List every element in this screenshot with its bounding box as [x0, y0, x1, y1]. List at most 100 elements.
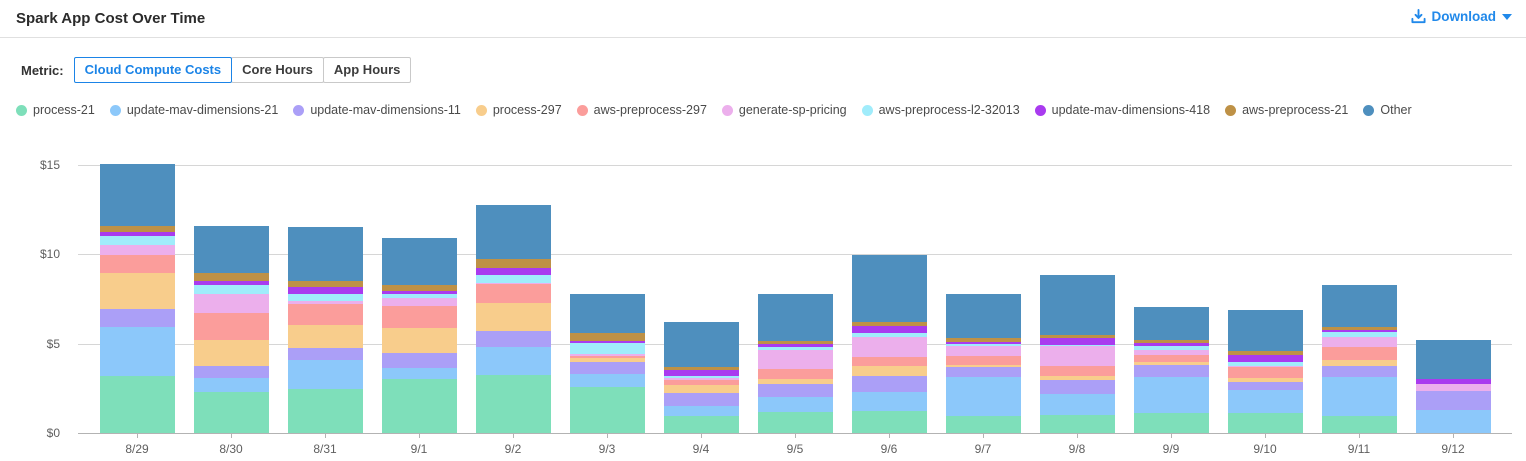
bar-9-10[interactable] [1227, 309, 1303, 433]
metric-option-cloud-compute-costs[interactable]: Cloud Compute Costs [73, 57, 233, 83]
bar-segment-update-mav-dimensions-21[interactable] [1227, 390, 1303, 413]
bar-segment-update-mav-dimensions-418[interactable] [287, 286, 363, 295]
bar-segment-update-mav-dimensions-11[interactable] [945, 366, 1021, 377]
bar-segment-aws-preprocess-297[interactable] [569, 355, 645, 358]
legend-item-update-mav-dimensions-418[interactable]: update-mav-dimensions-418 [1034, 103, 1210, 117]
bar-segment-update-mav-dimensions-418[interactable] [663, 369, 739, 376]
bar-segment-aws-preprocess-l2-32013[interactable] [99, 235, 175, 246]
bar-segment-generate-sp-pricing[interactable] [1133, 349, 1209, 355]
bar-segment-update-mav-dimensions-11[interactable] [381, 352, 457, 368]
bar-segment-process-297[interactable] [569, 357, 645, 363]
bar-segment-process-297[interactable] [1321, 359, 1397, 366]
bar-segment-aws-preprocess-l2-32013[interactable] [287, 294, 363, 301]
legend-item-update-mav-dimensions-21[interactable]: update-mav-dimensions-21 [109, 103, 278, 117]
bar-segment-aws-preprocess-l2-32013[interactable] [1039, 345, 1115, 347]
bar-segment-aws-preprocess-l2-32013[interactable] [475, 274, 551, 284]
bar-segment-process-21[interactable] [1321, 415, 1397, 433]
bar-segment-aws-preprocess-21[interactable] [1133, 340, 1209, 343]
bar-segment-aws-preprocess-l2-32013[interactable] [1321, 332, 1397, 337]
bar-segment-aws-preprocess-21[interactable] [475, 258, 551, 268]
bar-segment-update-mav-dimensions-418[interactable] [99, 231, 175, 236]
bar-segment-process-297[interactable] [193, 339, 269, 366]
bar-9-1[interactable] [381, 237, 457, 433]
bar-segment-aws-preprocess-21[interactable] [663, 366, 739, 370]
bar-segment-aws-preprocess-21[interactable] [193, 272, 269, 281]
legend-item-process-21[interactable]: process-21 [16, 103, 95, 117]
bar-segment-update-mav-dimensions-21[interactable] [287, 359, 363, 389]
bar-segment-update-mav-dimensions-11[interactable] [1415, 391, 1491, 411]
bar-segment-aws-preprocess-297[interactable] [1321, 346, 1397, 360]
bar-8-29[interactable] [99, 164, 175, 433]
bar-segment-process-297[interactable] [99, 272, 175, 309]
metric-option-app-hours[interactable]: App Hours [322, 57, 412, 83]
bar-9-3[interactable] [569, 294, 645, 433]
bar-segment-update-mav-dimensions-11[interactable] [1321, 365, 1397, 377]
bar-segment-process-297[interactable] [1039, 376, 1115, 381]
bar-segment-update-mav-dimensions-418[interactable] [569, 340, 645, 344]
legend-item-aws-preprocess-l2-32013[interactable]: aws-preprocess-l2-32013 [861, 103, 1020, 117]
bar-segment-process-297[interactable] [663, 384, 739, 393]
bar-segment-update-mav-dimensions-21[interactable] [663, 406, 739, 417]
bar-segment-process-21[interactable] [1039, 414, 1115, 433]
bar-segment-update-mav-dimensions-418[interactable] [851, 326, 927, 333]
bar-segment-aws-preprocess-297[interactable] [851, 356, 927, 366]
bar-segment-aws-preprocess-21[interactable] [1039, 334, 1115, 339]
bar-segment-generate-sp-pricing[interactable] [287, 300, 363, 305]
bar-segment-process-21[interactable] [99, 375, 175, 433]
bar-segment-update-mav-dimensions-11[interactable] [851, 375, 927, 393]
bar-segment-other[interactable] [1039, 275, 1115, 335]
bar-segment-update-mav-dimensions-21[interactable] [475, 346, 551, 375]
bar-segment-aws-preprocess-21[interactable] [1227, 351, 1303, 355]
bar-8-30[interactable] [193, 225, 269, 433]
legend-item-aws-preprocess-297[interactable]: aws-preprocess-297 [576, 103, 707, 117]
bar-segment-aws-preprocess-297[interactable] [1227, 366, 1303, 378]
bar-segment-aws-preprocess-297[interactable] [99, 255, 175, 273]
bar-segment-generate-sp-pricing[interactable] [1227, 365, 1303, 367]
bar-segment-update-mav-dimensions-11[interactable] [193, 365, 269, 378]
bar-segment-aws-preprocess-297[interactable] [381, 306, 457, 328]
bar-segment-update-mav-dimensions-21[interactable] [1321, 376, 1397, 416]
bar-segment-process-21[interactable] [287, 388, 363, 433]
bar-9-7[interactable] [945, 293, 1021, 433]
bar-segment-update-mav-dimensions-11[interactable] [1133, 364, 1209, 377]
bar-segment-update-mav-dimensions-21[interactable] [381, 367, 457, 379]
bar-segment-aws-preprocess-21[interactable] [945, 337, 1021, 342]
bar-8-31[interactable] [287, 227, 363, 433]
bar-9-2[interactable] [475, 204, 551, 433]
bar-segment-generate-sp-pricing[interactable] [193, 293, 269, 313]
bar-segment-aws-preprocess-l2-32013[interactable] [381, 293, 457, 298]
bar-segment-process-21[interactable] [569, 386, 645, 433]
bar-segment-process-297[interactable] [1133, 362, 1209, 365]
legend-item-update-mav-dimensions-11[interactable]: update-mav-dimensions-11 [293, 103, 461, 117]
bar-segment-update-mav-dimensions-11[interactable] [1039, 380, 1115, 394]
bar-segment-process-297[interactable] [475, 302, 551, 332]
bar-segment-update-mav-dimensions-11[interactable] [1227, 382, 1303, 391]
bar-segment-update-mav-dimensions-418[interactable] [475, 267, 551, 275]
bar-segment-aws-preprocess-297[interactable] [757, 368, 833, 379]
bar-segment-other[interactable] [945, 293, 1021, 338]
bar-9-5[interactable] [757, 293, 833, 433]
bar-9-12[interactable] [1415, 340, 1491, 433]
bar-segment-update-mav-dimensions-418[interactable] [193, 280, 269, 285]
bar-segment-update-mav-dimensions-418[interactable] [1415, 379, 1491, 384]
bar-segment-aws-preprocess-l2-32013[interactable] [1133, 346, 1209, 350]
bar-segment-update-mav-dimensions-418[interactable] [757, 344, 833, 347]
bar-segment-generate-sp-pricing[interactable] [1039, 346, 1115, 367]
bar-segment-generate-sp-pricing[interactable] [381, 297, 457, 307]
bar-segment-generate-sp-pricing[interactable] [1321, 336, 1397, 347]
bar-segment-process-297[interactable] [1227, 377, 1303, 383]
bar-segment-process-21[interactable] [663, 416, 739, 433]
bar-segment-update-mav-dimensions-21[interactable] [1039, 393, 1115, 415]
bar-segment-aws-preprocess-l2-32013[interactable] [757, 346, 833, 350]
bar-segment-update-mav-dimensions-21[interactable] [1415, 410, 1491, 433]
bar-segment-generate-sp-pricing[interactable] [475, 283, 551, 285]
bar-9-8[interactable] [1039, 275, 1115, 433]
bar-segment-aws-preprocess-l2-32013[interactable] [193, 284, 269, 294]
legend-item-process-297[interactable]: process-297 [475, 103, 562, 117]
bar-segment-update-mav-dimensions-11[interactable] [475, 331, 551, 347]
bar-segment-other[interactable] [851, 254, 927, 323]
bar-segment-process-297[interactable] [851, 365, 927, 376]
bar-segment-process-297[interactable] [757, 378, 833, 384]
download-button[interactable]: Download [1410, 9, 1512, 24]
bar-segment-update-mav-dimensions-11[interactable] [287, 347, 363, 360]
